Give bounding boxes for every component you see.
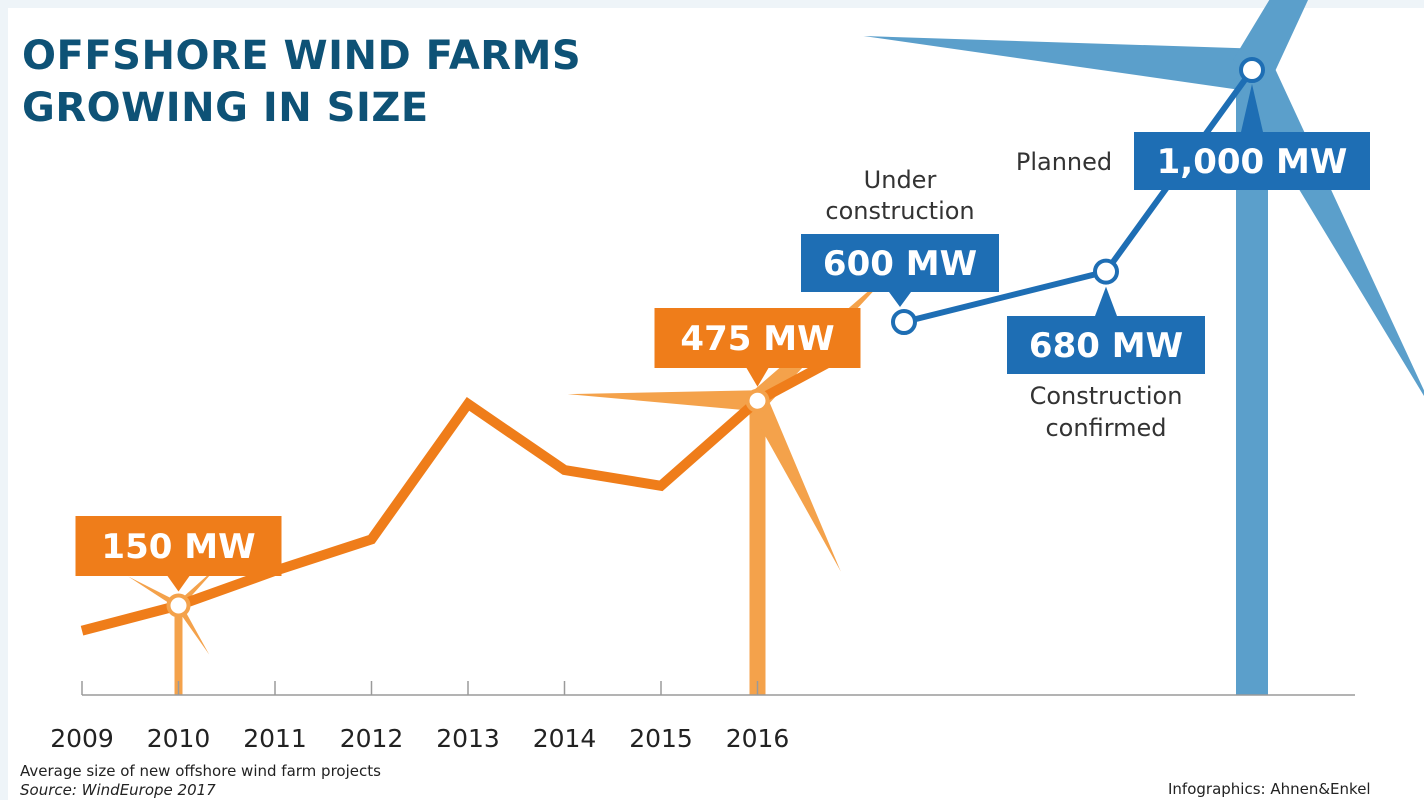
status-label-planned: Planned xyxy=(1016,148,1112,176)
turbine-blade xyxy=(748,396,841,572)
x-tick-label: 2016 xyxy=(726,724,790,753)
x-tick-label: 2013 xyxy=(436,724,500,753)
callout-pointer xyxy=(889,292,911,307)
callout-label: 1,000 MW xyxy=(1157,142,1348,182)
status-label-under-construction: construction xyxy=(825,197,974,225)
callout-pointer xyxy=(746,368,769,387)
x-tick-label: 2010 xyxy=(147,724,211,753)
chart-title: OFFSHORE WIND FARMS GROWING IN SIZE xyxy=(22,30,581,134)
callout-600mw: 600 MW xyxy=(801,234,999,307)
x-tick-label: 2015 xyxy=(629,724,693,753)
turbine-blade xyxy=(567,390,758,412)
callout-label: 680 MW xyxy=(1029,326,1183,366)
status-label-construction-confirmed: confirmed xyxy=(1045,414,1166,442)
turbine-tower xyxy=(749,400,766,695)
callout-box xyxy=(1134,132,1370,190)
callout-680mw: 680 MW xyxy=(1007,286,1205,374)
callout-pointer xyxy=(1241,84,1263,132)
turbine-blade xyxy=(128,576,181,609)
infographic-credit: Infographics: Ahnen&Enkel xyxy=(1168,780,1371,798)
x-tick-label: 2011 xyxy=(243,724,307,753)
x-axis: 2009 2010 2011 2012 2013 2014 2015 2016 xyxy=(50,681,1355,753)
chart-footnote: Average size of new offshore wind farm p… xyxy=(20,762,381,780)
callout-box xyxy=(75,516,282,576)
chart-title-line-1: OFFSHORE WIND FARMS xyxy=(22,33,582,79)
callout-label: 150 MW xyxy=(101,527,255,567)
turbine-blade xyxy=(863,36,1254,92)
callout-1000mw: 1,000 MW xyxy=(1134,84,1370,190)
callout-label: 600 MW xyxy=(823,244,977,284)
data-point-2016 xyxy=(745,388,770,413)
x-tick-label: 2009 xyxy=(50,724,114,753)
data-points xyxy=(166,57,1265,618)
callout-pointer xyxy=(167,576,190,592)
chart-source: Source: WindEurope 2017 xyxy=(20,781,216,799)
series-line-historical xyxy=(80,396,761,636)
callout-150mw: 150 MW xyxy=(75,516,282,592)
status-label-construction-confirmed: Construction xyxy=(1030,382,1183,410)
projection-point-3 xyxy=(1239,57,1265,83)
callout-box xyxy=(654,308,861,368)
x-tick-label: 2012 xyxy=(340,724,404,753)
status-label-under-construction: Under xyxy=(864,166,937,194)
data-point-2010 xyxy=(166,593,191,618)
chart-title-line-2: GROWING IN SIZE xyxy=(22,85,429,131)
turbine-blade xyxy=(175,603,210,655)
callout-box xyxy=(1007,316,1205,374)
callout-label: 475 MW xyxy=(680,319,834,359)
x-tick-label: 2014 xyxy=(533,724,597,753)
projection-point-2 xyxy=(1093,258,1119,285)
callout-pointer xyxy=(1095,286,1117,316)
turbine-tower xyxy=(174,605,183,695)
projection-point-1 xyxy=(891,309,917,335)
value-callouts: 150 MW 475 MW 600 MW Under construction 680 M… xyxy=(75,84,1370,592)
callout-box xyxy=(801,234,999,292)
callout-475mw: 475 MW xyxy=(654,308,861,387)
